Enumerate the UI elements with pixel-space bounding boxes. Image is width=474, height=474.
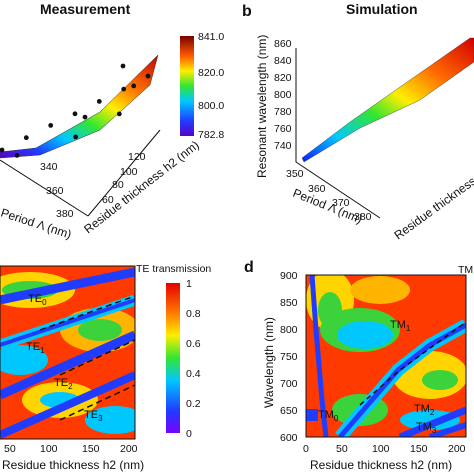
d-ytick-3: 750 xyxy=(280,351,298,363)
b-ylabel: Residue thickness h2 (nm) xyxy=(392,148,474,243)
measurement-point xyxy=(116,111,122,117)
d-ylabel: Wavelength (nm) xyxy=(262,317,276,408)
measurement-point xyxy=(82,114,88,120)
panel-b: b Simulation 860 840 820 800 780 760 740… xyxy=(242,1,474,242)
a-xtick-1: 360 xyxy=(46,185,64,197)
d-mode-tm2: TM2 xyxy=(414,403,435,417)
c-mode-te3: TE3 xyxy=(84,409,103,423)
d-ytick-1: 650 xyxy=(280,405,298,417)
d-ytick-5: 850 xyxy=(280,297,298,309)
measurement-point xyxy=(73,134,79,140)
measurement-point xyxy=(131,83,137,89)
panel-a-x-axis xyxy=(0,159,89,217)
b-xtick-0: 350 xyxy=(286,168,304,180)
panel-d-frame xyxy=(305,274,467,438)
panel-a-title: Measurement xyxy=(40,1,131,17)
a-cbar-tick-2: 800.0 xyxy=(198,100,224,112)
b-xlabel: Period Λ (nm) xyxy=(291,186,364,226)
c-title: TE transmission xyxy=(136,263,211,275)
b-zlabel: Resonant wavelength (nm) xyxy=(255,35,269,178)
panel-a: Measurement 340 360 380 60 80 100 120 Pe… xyxy=(0,1,224,242)
d-ytick-0: 600 xyxy=(280,432,298,444)
c-cbar-tick-5: 0 xyxy=(186,428,192,440)
b-ztick-3: 800 xyxy=(274,89,292,101)
d-xtick-3: 150 xyxy=(410,443,428,455)
b-xtick-1: 360 xyxy=(308,183,326,195)
measurement-point xyxy=(96,99,102,104)
b-ztick-4: 820 xyxy=(274,72,292,84)
measurement-point xyxy=(0,147,5,153)
panel-d: d TM 900 850 800 750 700 650 600 xyxy=(244,259,473,472)
measurement-point xyxy=(120,63,126,69)
d-mode-tm1: TM1 xyxy=(390,319,411,333)
d-ytick-6: 900 xyxy=(280,270,298,282)
panel-a-datapoints xyxy=(0,63,151,158)
b-ztick-2: 780 xyxy=(274,106,292,118)
a-ytick-1: 80 xyxy=(112,179,124,191)
d-ytick-2: 700 xyxy=(280,378,298,390)
a-cbar-tick-3: 782.8 xyxy=(198,129,224,141)
d-mode-tm0: TM0 xyxy=(318,409,339,423)
b-ztick-1: 760 xyxy=(274,123,292,135)
b-ztick-0: 740 xyxy=(274,140,292,152)
panel-c-colorbar xyxy=(166,283,180,433)
panel-b-title: Simulation xyxy=(346,1,418,17)
panel-c-heatmap xyxy=(0,266,135,439)
panel-d-heatmap xyxy=(306,275,466,437)
measurement-point xyxy=(23,135,29,141)
panel-c: TE0 TE1 TE2 TE3 50 100 150 200 Residue t… xyxy=(0,263,211,472)
b-ztick-6: 860 xyxy=(274,38,292,50)
measurement-point xyxy=(145,73,151,79)
d-xlabel: Residue thickness h2 (nm) xyxy=(310,458,452,472)
measurement-point xyxy=(72,111,78,117)
c-xlabel: Residue thickness h2 (nm) xyxy=(2,458,144,472)
panel-a-colorbar xyxy=(180,36,194,136)
panel-b-letter: b xyxy=(242,3,252,20)
a-xtick-2: 380 xyxy=(56,208,74,220)
d-title: TM xyxy=(458,264,473,276)
c-cbar-tick-3: 0.4 xyxy=(186,368,201,380)
a-cbar-tick-0: 841.0 xyxy=(198,31,224,43)
measurement-point xyxy=(48,123,54,128)
c-cbar-tick-0: 1 xyxy=(186,278,192,290)
panel-a-surface xyxy=(0,54,159,159)
b-ztick-5: 840 xyxy=(274,55,292,67)
c-cbar-tick-2: 0.6 xyxy=(186,338,201,350)
d-xtick-1: 50 xyxy=(336,443,348,455)
d-ytick-4: 800 xyxy=(280,324,298,336)
c-xtick-3: 200 xyxy=(120,443,138,455)
d-xtick-2: 100 xyxy=(372,443,390,455)
c-mode-te0: TE0 xyxy=(28,293,47,307)
c-cbar-tick-4: 0.2 xyxy=(186,398,201,410)
a-cbar-tick-1: 820.0 xyxy=(198,67,224,79)
a-xtick-0: 340 xyxy=(40,161,58,173)
a-ytick-3: 120 xyxy=(128,151,146,163)
a-ytick-2: 100 xyxy=(120,166,138,178)
measurement-point xyxy=(14,153,20,158)
panel-a-y-axis xyxy=(87,129,161,217)
c-mode-te2: TE2 xyxy=(54,377,73,391)
c-xtick-1: 100 xyxy=(40,443,58,455)
c-cbar-tick-1: 0.8 xyxy=(186,308,201,320)
d-mode-tm3: TM3 xyxy=(416,421,437,435)
a-ytick-0: 60 xyxy=(102,194,114,206)
d-xtick-4: 200 xyxy=(448,443,466,455)
c-mode-te1: TE1 xyxy=(26,341,45,355)
measurement-point xyxy=(121,86,127,92)
panel-b-z-axis xyxy=(295,48,381,219)
panel-c-frame xyxy=(0,265,136,440)
b-xtick-3: 380 xyxy=(354,211,372,223)
d-xtick-0: 0 xyxy=(303,443,309,455)
c-xtick-2: 150 xyxy=(82,443,100,455)
b-xtick-2: 370 xyxy=(332,197,350,209)
panel-d-letter: d xyxy=(244,259,254,276)
c-xtick-0: 50 xyxy=(4,443,16,455)
panel-b-surface xyxy=(301,37,474,163)
